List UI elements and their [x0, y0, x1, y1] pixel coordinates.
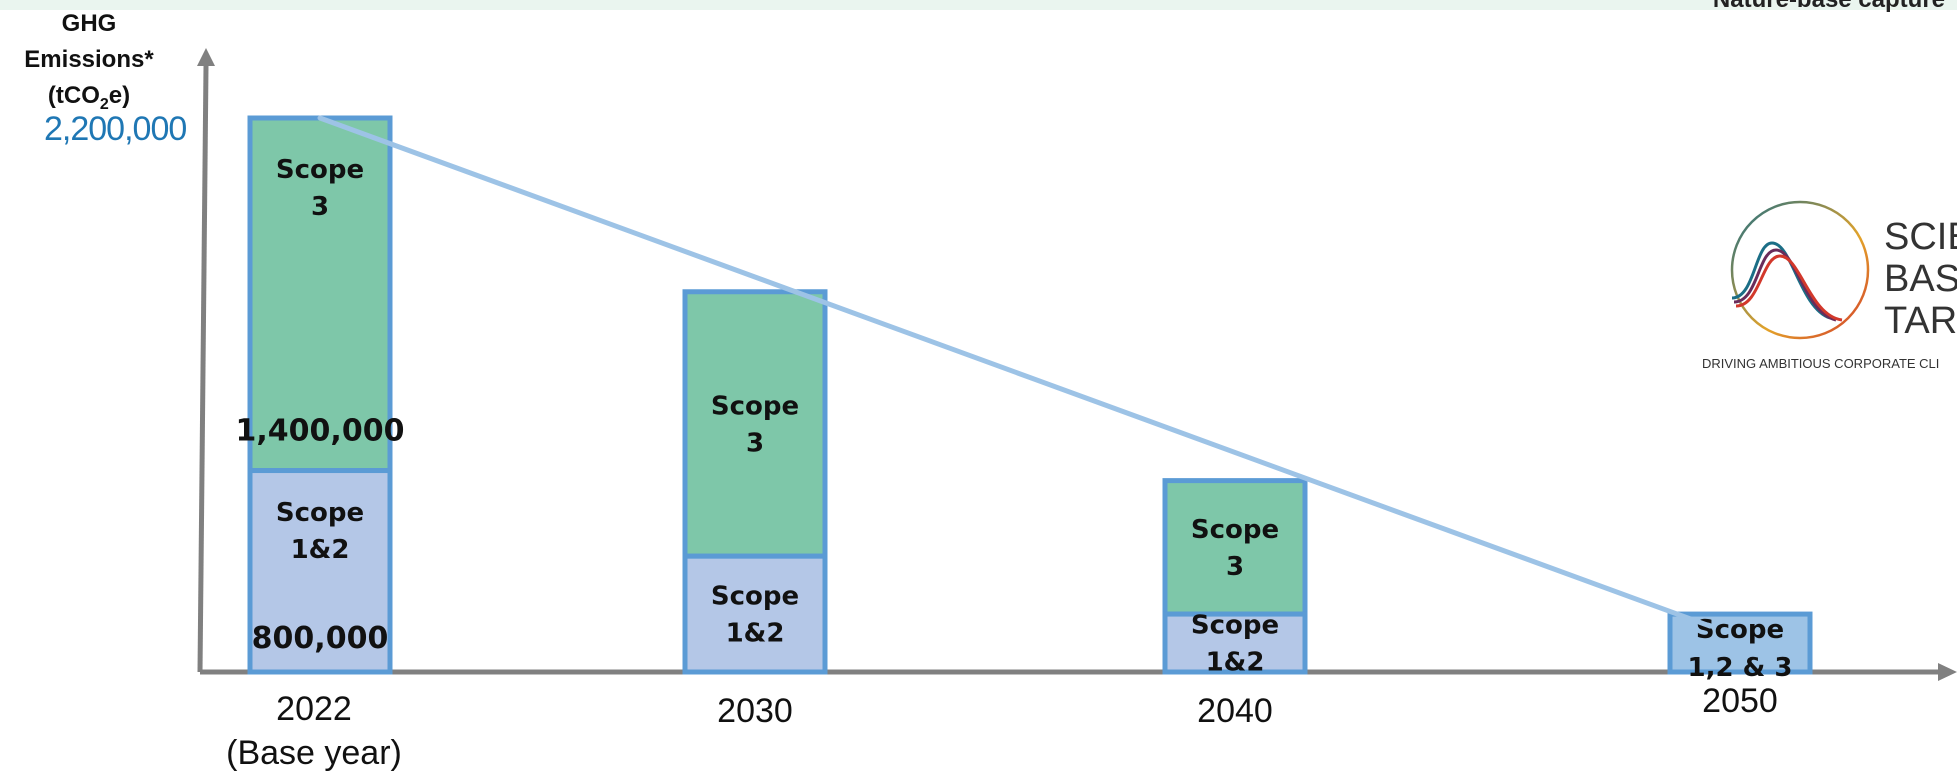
bar-label-scope12-2040-line1: 1&2 [1206, 648, 1265, 678]
x-tick-label-2040: 2040 [1197, 692, 1273, 730]
bar-label-scope12-2040-line0: Scope [1191, 611, 1279, 641]
sbti-logo-icon [1730, 200, 1870, 340]
bar-label-scope3-2040-line1: 3 [1226, 552, 1244, 582]
bar-label-scope3-2030-line1: 3 [746, 429, 764, 459]
bar-scope-123-2050 [1667, 611, 1813, 675]
bar-scope12-2030 [682, 553, 828, 675]
corner-heading: Nature-base capture [1713, 0, 1945, 14]
bar-label-scope3-2040-line0: Scope [1191, 515, 1279, 545]
bar-label-scope-123-2050-line0: Scope [1696, 615, 1784, 645]
y-max-label: 2,200,000 [44, 110, 187, 148]
sbti-logo: SCIEBASTARG DRIVING AMBITIOUS CORPORATE … [1700, 198, 1957, 378]
bar-value-scope12-2022: 800,000 [252, 621, 389, 656]
y-axis-title: GHG Emissions* (tCO2e) [4, 6, 174, 117]
bar-value-scope3-2022: 1,400,000 [236, 414, 405, 449]
bar-label-scope3-2022-line0: Scope [276, 155, 364, 185]
bar-scope12-2040 [1162, 611, 1308, 675]
sbti-logo-words: SCIEBASTARG [1884, 216, 1957, 342]
y-axis-unit: (tCO2e) [47, 82, 131, 113]
x-tick-label-2050: 2050 [1702, 682, 1778, 720]
x-tick-label-2022: 2022 [276, 690, 352, 728]
bar-label-scope12-2030-line0: Scope [711, 582, 799, 612]
bar-scope12-2022 [247, 468, 393, 675]
bar-label-scope12-2022-line0: Scope [276, 498, 364, 528]
y-axis-arrow [197, 48, 215, 66]
x-tick-label-2030: 2030 [717, 692, 793, 730]
sbti-tagline: DRIVING AMBITIOUS CORPORATE CLI [1702, 356, 1940, 371]
bar-scope3-2030 [682, 289, 828, 559]
y-axis [197, 65, 209, 673]
bar-label-scope3-2022-line1: 3 [311, 192, 329, 222]
bar-scope3-2022 [247, 115, 393, 474]
bar-label-scope12-2030-line1: 1&2 [726, 619, 785, 649]
x-axis-arrow [1938, 663, 1957, 681]
x-tick-note-2022: (Base year) [226, 734, 402, 771]
bar-label-scope-123-2050-line1: 1,2 & 3 [1688, 653, 1793, 683]
bar-scope3-2040 [1162, 478, 1308, 617]
trend-line [317, 115, 1713, 629]
y-axis-label: GHG Emissions* [24, 10, 154, 73]
top-band [0, 0, 1957, 10]
bar-label-scope12-2022-line1: 1&2 [291, 535, 350, 565]
bar-label-scope3-2030-line0: Scope [711, 392, 799, 422]
